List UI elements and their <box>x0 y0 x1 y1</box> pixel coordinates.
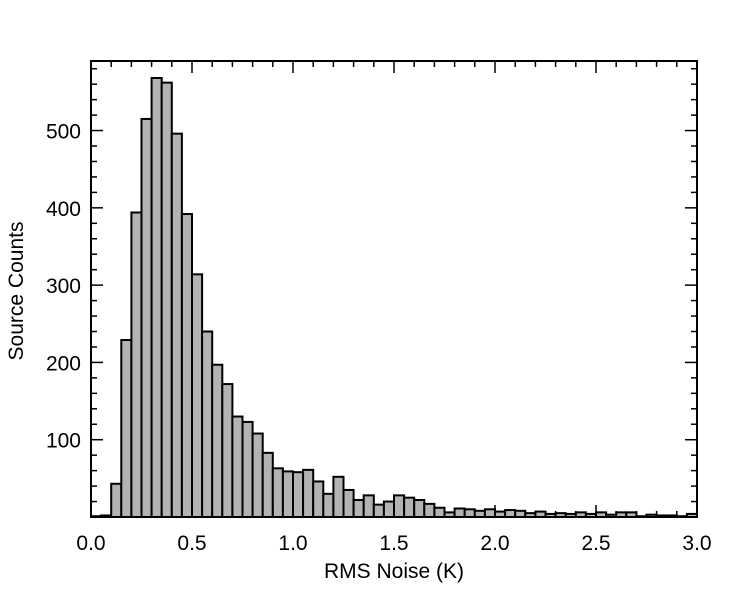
histogram-bar <box>120 339 133 518</box>
x-tick-label: 1.0 <box>278 532 307 555</box>
histogram-bar <box>322 492 335 519</box>
histogram-bar <box>211 363 224 518</box>
histogram-bar <box>221 383 234 518</box>
y-tick-label: 100 <box>46 430 81 453</box>
histogram-bar <box>271 467 284 518</box>
y-tick-label: 500 <box>46 121 81 144</box>
histogram-bar <box>332 475 345 519</box>
histogram-bar <box>170 132 183 518</box>
x-tick-label: 1.5 <box>379 532 408 555</box>
histogram-bar <box>191 273 204 518</box>
histogram-bar <box>504 509 517 518</box>
histogram-bar <box>453 507 466 518</box>
histogram-bar <box>201 330 214 519</box>
histogram-bar <box>281 470 294 518</box>
histogram-bar <box>302 468 315 519</box>
histogram-bar <box>110 482 123 519</box>
histogram-bar <box>372 503 385 519</box>
histogram-bar <box>312 480 325 518</box>
y-tick-label: 200 <box>46 352 81 375</box>
y-tick-label: 300 <box>46 275 81 298</box>
histogram-bar <box>180 213 193 518</box>
histogram-bar <box>433 506 446 519</box>
histogram-bar <box>352 498 365 519</box>
x-axis-label: RMS Noise (K) <box>324 560 464 583</box>
histogram-bar <box>483 508 496 518</box>
histogram-bar <box>241 420 254 519</box>
x-tick-label: 2.5 <box>581 532 610 555</box>
x-tick-label: 0.0 <box>76 532 105 555</box>
histogram-bar <box>463 508 476 518</box>
histogram-bar <box>251 432 264 518</box>
histogram-bar <box>393 494 406 518</box>
histogram-bar <box>403 496 416 519</box>
histogram-bar <box>292 471 305 518</box>
histogram-bar <box>130 211 143 518</box>
x-tick-label: 0.5 <box>177 532 206 555</box>
y-axis-label: Source Counts <box>5 222 28 361</box>
histogram-bar <box>423 502 436 519</box>
y-tick-labels: 100 200 300 400 500 <box>46 121 81 453</box>
histogram-bar <box>413 498 426 519</box>
histogram-bar <box>342 488 355 519</box>
histogram-bar <box>140 117 153 519</box>
y-tick-label: 400 <box>46 198 81 221</box>
histogram-bar <box>150 77 163 518</box>
x-tick-labels: 0.0 0.5 1.0 1.5 2.0 2.5 3.0 <box>76 532 711 555</box>
histogram-bar <box>362 494 375 518</box>
x-tick-label: 2.0 <box>480 532 509 555</box>
ticks-group <box>90 61 698 518</box>
histogram-bar <box>382 500 395 518</box>
x-tick-label: 3.0 <box>682 532 711 555</box>
histogram-bar <box>160 81 173 518</box>
histogram-bar <box>231 415 244 518</box>
histogram-bar <box>261 451 274 519</box>
bars-group <box>90 77 699 519</box>
